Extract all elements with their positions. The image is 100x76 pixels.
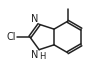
Text: Cl: Cl [6,32,16,42]
Text: H: H [40,52,46,60]
Text: N: N [31,50,39,60]
Text: N: N [31,14,39,24]
